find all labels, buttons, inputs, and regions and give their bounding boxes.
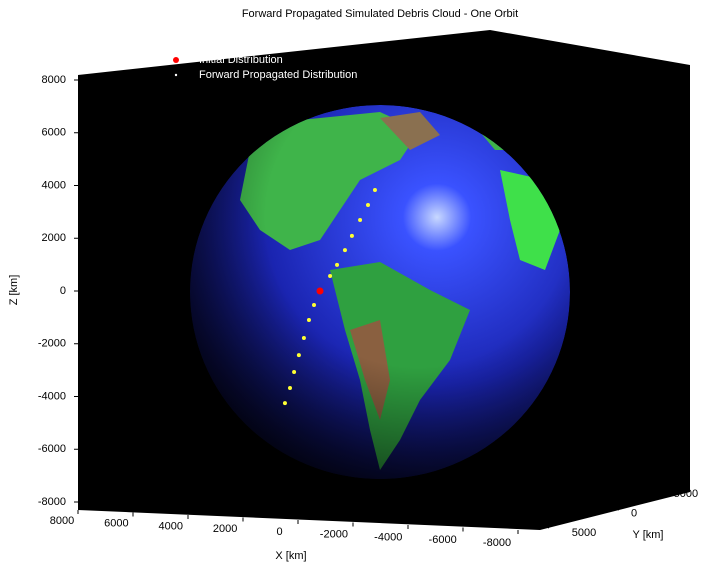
x-tick-label: 2000 xyxy=(213,523,237,535)
z-tick-label: 2000 xyxy=(42,232,66,244)
x-tick-label: 0 xyxy=(276,526,282,538)
y-axis-label: Y [km] xyxy=(633,529,664,541)
data-point xyxy=(306,318,311,323)
z-tick-label: 0 xyxy=(60,285,66,297)
x-tick-label: -8000 xyxy=(483,537,511,549)
z-axis-label: Z [km] xyxy=(8,275,20,306)
legend-marker xyxy=(173,57,179,63)
data-point xyxy=(349,233,354,238)
globe xyxy=(190,105,570,479)
z-tick-label: -8000 xyxy=(38,496,66,508)
x-tick-label: 8000 xyxy=(50,515,74,527)
x-tick-label: -2000 xyxy=(320,529,348,541)
y-tick-label: 5000 xyxy=(572,527,596,539)
x-axis-label: X [km] xyxy=(275,550,306,562)
data-point xyxy=(358,218,363,223)
y-tick xyxy=(684,489,690,493)
data-point xyxy=(288,386,292,391)
y-tick xyxy=(544,525,550,529)
chart-title: Forward Propagated Simulated Debris Clou… xyxy=(242,8,518,20)
z-tick-label: -6000 xyxy=(38,443,66,455)
legend-label: Forward Propagated Distribution xyxy=(199,69,357,81)
legend-label: Initial Distribution xyxy=(199,54,283,66)
data-point xyxy=(366,203,370,208)
y-tick-label: 0 xyxy=(631,507,637,519)
x-tick-label: -6000 xyxy=(429,534,457,546)
data-point xyxy=(335,262,340,267)
z-tick-label: -4000 xyxy=(38,390,66,402)
x-tick-label: -4000 xyxy=(374,531,402,543)
legend-marker xyxy=(174,73,178,77)
data-point xyxy=(328,273,333,278)
z-tick-label: 8000 xyxy=(42,74,66,86)
data-point xyxy=(292,369,297,374)
x-tick-label: 6000 xyxy=(104,518,128,530)
data-point xyxy=(316,287,324,295)
data-point xyxy=(372,187,377,192)
data-point xyxy=(301,335,306,340)
data-point xyxy=(282,401,287,406)
data-point xyxy=(312,302,316,307)
x-tick-label: 4000 xyxy=(159,520,183,532)
y-tick xyxy=(614,507,620,511)
z-tick-label: 4000 xyxy=(42,179,66,191)
data-point xyxy=(342,248,347,253)
z-tick-label: 6000 xyxy=(42,127,66,139)
y-tick-label: -5000 xyxy=(670,488,698,500)
z-tick-label: -2000 xyxy=(38,338,66,350)
data-point xyxy=(296,353,301,358)
